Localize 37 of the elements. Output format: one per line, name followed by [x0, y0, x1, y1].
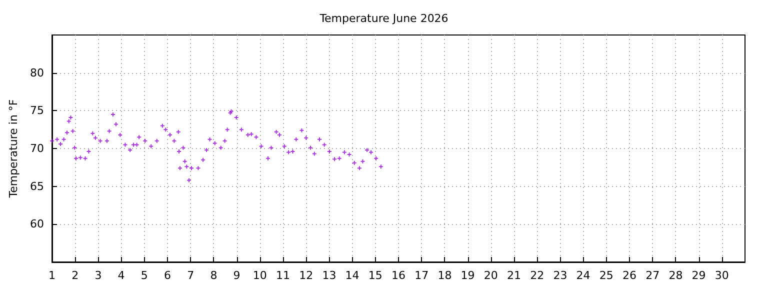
- x-tick-label: 1: [48, 269, 56, 282]
- x-tick-label: 3: [94, 269, 102, 282]
- x-tick-label: 12: [299, 269, 314, 282]
- x-tick-label: 19: [460, 269, 475, 282]
- x-tick-label: 13: [322, 269, 336, 282]
- x-tick-label: 17: [414, 269, 429, 282]
- x-tick-label: 5: [140, 269, 148, 282]
- y-tick-label: 80: [30, 66, 44, 80]
- x-tick-label: 16: [392, 269, 406, 282]
- y-tick-label: 65: [30, 180, 44, 193]
- x-tick-label: 8: [210, 269, 218, 282]
- x-tick-label: 25: [599, 269, 614, 282]
- x-tick-label: 22: [530, 269, 544, 282]
- y-tick-label: 60: [30, 218, 44, 231]
- x-tick-label: 20: [484, 269, 498, 282]
- x-tick-label: 7: [187, 269, 194, 282]
- x-tick-label: 9: [233, 269, 240, 282]
- x-tick-label: 27: [646, 269, 660, 282]
- x-tick-label: 29: [692, 269, 706, 282]
- x-tick-label: 11: [276, 269, 290, 282]
- y-tick-label: 75: [30, 104, 44, 118]
- y-tick-label: 70: [30, 142, 44, 155]
- x-tick-label: 23: [553, 269, 568, 282]
- x-tick-label: 26: [622, 269, 636, 282]
- x-tick-label: 14: [345, 269, 360, 282]
- chart-title: Temperature June 2026: [318, 12, 448, 25]
- x-tick-label: 18: [438, 269, 452, 282]
- x-tick-label: 30: [714, 269, 729, 282]
- x-tick-label: 4: [118, 269, 125, 282]
- x-tick-label: 28: [668, 269, 683, 282]
- x-tick-label: 24: [576, 269, 590, 282]
- x-tick-label: 2: [72, 269, 79, 282]
- y-axis-title: Temperature in °F: [7, 99, 20, 199]
- x-tick-label: 15: [368, 269, 382, 282]
- x-tick-label: 10: [252, 269, 267, 282]
- x-tick-label: 21: [507, 269, 521, 282]
- x-tick-label: 6: [164, 269, 171, 282]
